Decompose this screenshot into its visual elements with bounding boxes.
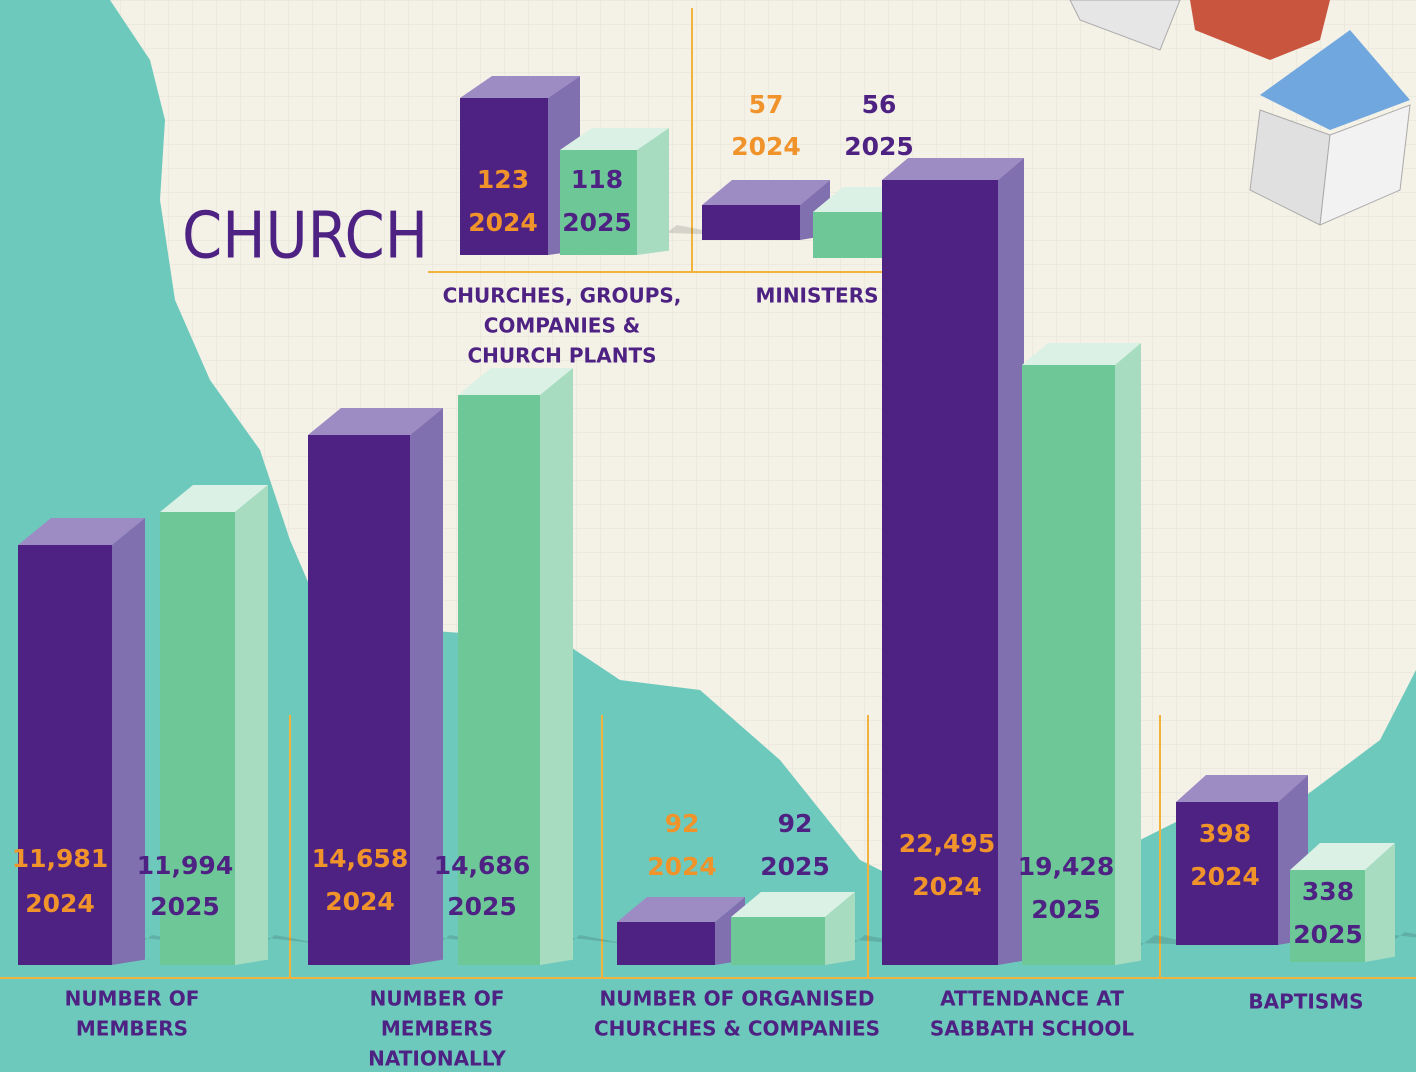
bar-top [1176,775,1308,802]
category-label: CHURCH PLANTS [467,344,656,368]
bar-front [160,512,235,965]
value-label: 118 [571,165,623,194]
title: CHURCH [182,200,428,274]
value-label: 398 [1199,819,1251,848]
bar-side [112,518,145,965]
bar-front [1022,365,1115,965]
bar-front [458,395,540,965]
bar-top [460,76,580,98]
bar-side [410,408,443,965]
bar-front [617,922,715,965]
bar-front [1290,870,1365,962]
year-label: 2025 [1293,920,1363,949]
category-label: COMPANIES & [484,314,641,338]
bar-side [998,158,1024,965]
year-label: 2024 [468,208,538,237]
year-label: 2024 [1190,862,1260,891]
bar-top [882,158,1024,180]
bar-top [617,897,745,922]
bar-side [1115,343,1141,965]
category-label: CHURCHES & COMPANIES [594,1017,880,1041]
bar-top [702,180,830,205]
year-label: 2025 [760,852,830,881]
year-label: 2024 [647,852,717,881]
value-label: 57 [749,90,784,119]
year-label: 2024 [731,132,801,161]
value-label: 338 [1302,877,1354,906]
category-label: NUMBER OF [370,987,505,1011]
bar-top [308,408,443,435]
category-label: MEMBERS [76,1017,188,1041]
category-label: NUMBER OF [65,987,200,1011]
year-label: 2024 [25,889,95,918]
bar-top [1290,843,1395,870]
bar-top [160,485,268,512]
year-label: 2025 [562,208,632,237]
category-label: MEMBERS [381,1017,493,1041]
bar-front [460,98,548,255]
value-label: 92 [665,809,700,838]
category-label: MINISTERS [755,284,878,308]
bar-front [813,212,895,258]
bar-side [825,892,855,965]
value-label: 92 [778,809,813,838]
bar-front [882,180,998,965]
bar-top [731,892,855,917]
tents [1069,0,1411,226]
bar-top [1022,343,1141,365]
year-label: 2024 [912,872,982,901]
bar-shadow [1365,932,1416,962]
category-label: SABBATH SCHOOL [930,1017,1134,1041]
bar-top [458,368,573,395]
bar-front [18,545,112,965]
year-label: 2024 [325,887,395,916]
bar-top [560,128,669,150]
bar-top [18,518,145,545]
bar-front [1176,802,1278,945]
year-label: 2025 [844,132,914,161]
category-label: CHURCHES, GROUPS, [443,284,682,308]
bar-side [637,128,669,255]
value-label: 123 [477,165,529,194]
year-label: 2025 [1031,895,1101,924]
bar-front [560,150,637,255]
bar-front [731,917,825,965]
year-label: 2025 [447,892,517,921]
year-label: 2025 [150,892,220,921]
category-label: BAPTISMS [1248,990,1363,1014]
category-label: NUMBER OF ORGANISED [600,987,875,1011]
value-label: 56 [862,90,897,119]
value-label: 11,981 [12,844,108,873]
bar-front [702,205,800,240]
value-label: 19,428 [1018,852,1114,881]
value-label: 14,686 [434,851,530,880]
category-label: NATIONALLY [368,1047,506,1071]
value-label: 11,994 [137,851,233,880]
bar-side [235,485,268,965]
value-label: 22,495 [899,829,995,858]
bar-side [1365,843,1395,962]
bar-side [540,368,573,965]
bar-front [308,435,410,965]
value-label: 14,658 [312,844,408,873]
category-label: ATTENDANCE AT [940,987,1124,1011]
